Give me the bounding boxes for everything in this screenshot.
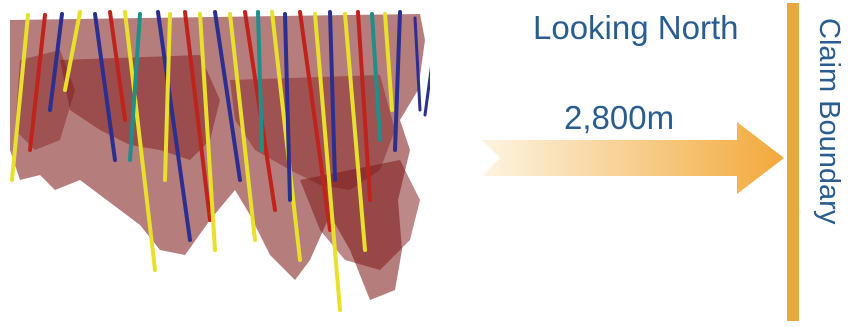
drill-traces: [10, 10, 430, 312]
claim-boundary-label: Claim Boundary: [813, 18, 845, 225]
right-arrow-icon: [482, 122, 784, 194]
distance-label: 2,800m: [564, 99, 675, 136]
view-direction-title: Looking North: [533, 9, 739, 46]
claim-boundary-line: [787, 3, 799, 321]
drillhole-model-image: [10, 10, 430, 312]
